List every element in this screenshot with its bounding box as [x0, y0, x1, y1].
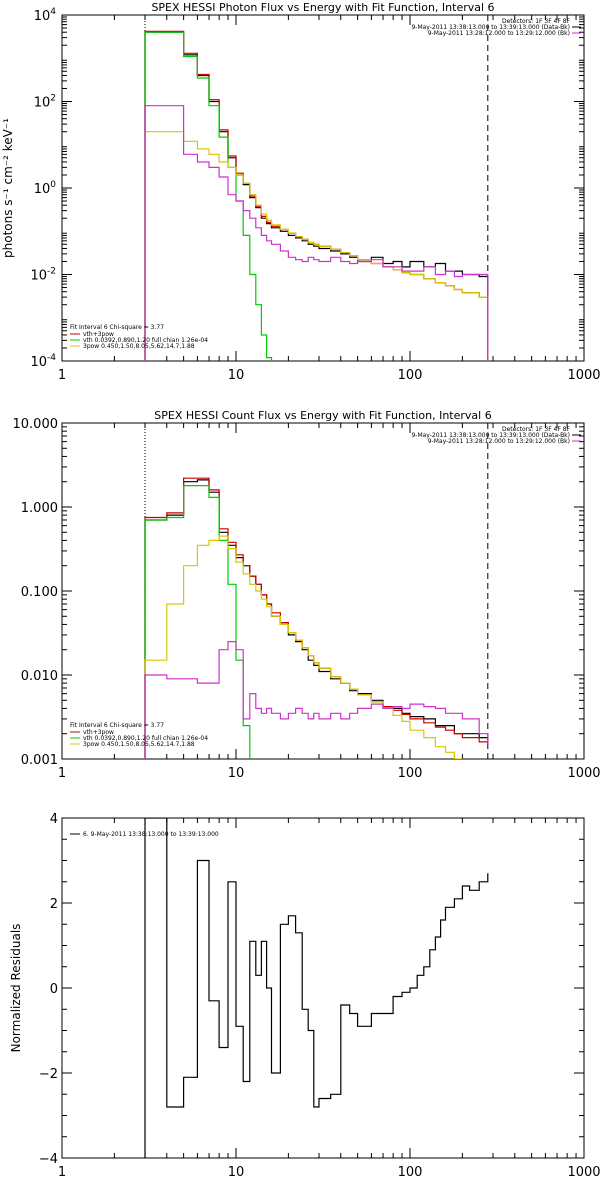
- y-tick-label: 10-2: [30, 267, 56, 284]
- legend-entry: 3pow 0.450,1.50,8.05,5.62,14.7,1.88: [83, 741, 195, 748]
- x-tick-label: 1: [58, 1165, 66, 1180]
- y-tick-label: 104: [34, 7, 57, 24]
- legend-entry: 6. 9-May-2011 13:38:13.000 to 13:39:13.0…: [83, 831, 219, 838]
- chart-title: SPEX HESSI Count Flux vs Energy with Fit…: [154, 409, 491, 422]
- chart-panel-3: Normalized Residuals 1 10 100 1000 −4 −2 0 2 4 6. …: [9, 812, 600, 1180]
- plot-frame: [61, 422, 585, 760]
- x-tick-label: 10: [228, 766, 245, 781]
- y-tick-label: 0: [50, 982, 58, 997]
- series-bk: [144, 641, 489, 759]
- header-text: 9-May-2011 13:28:12.000 to 13:29:12.000 …: [428, 438, 570, 445]
- plot-frame: [61, 14, 585, 362]
- series-residuals: [144, 818, 489, 1158]
- legend-title: Fit Interval 6 Chi-square = 3.77: [70, 722, 164, 729]
- y-tick-label: 1.000: [21, 501, 58, 516]
- header-text: Detectors: 1F 3F 4F 8F: [502, 426, 571, 433]
- x-tick-label: 10: [228, 368, 245, 383]
- legend-entry: vth 0.0392,0.890,1.20 full chian 1.26e-0…: [83, 337, 208, 344]
- series-group: [144, 477, 489, 759]
- legend-entry: 3pow 0.450,1.50,8.05,5.62,14.7,1.88: [83, 343, 195, 350]
- y-tick-label: 4: [50, 812, 58, 827]
- chart-panel-2: SPEX HESSI Count Flux vs Energy with Fit…: [13, 409, 600, 781]
- y-tick-label: 10-4: [30, 353, 56, 370]
- series-group: [144, 818, 489, 1158]
- series-data-bk: [144, 479, 489, 759]
- legend-entry: vth+3pow: [83, 729, 114, 736]
- y-tick-label: 102: [34, 94, 56, 111]
- x-tick-label: 1000: [567, 766, 600, 781]
- y-tick-label: 0.010: [21, 669, 58, 684]
- chart-panel-1: SPEX HESSI Photon Flux vs Energy with Fi…: [1, 1, 600, 383]
- plot-frame: [61, 817, 585, 1159]
- series-vth: [144, 485, 251, 759]
- series-3pow: [144, 535, 463, 759]
- legend-title: Fit Interval 6 Chi-square = 3.77: [70, 324, 164, 331]
- header-text: Detectors: 1F 3F 4F 8F: [502, 18, 571, 25]
- series-data-bk: [144, 31, 489, 361]
- y-tick-label: 0.001: [21, 753, 58, 768]
- x-tick-label: 1: [58, 766, 66, 781]
- y-tick-label: 10.000: [13, 417, 59, 432]
- y-axis-label: Normalized Residuals: [9, 924, 23, 1053]
- y-tick-label: −4: [39, 1152, 58, 1167]
- x-tick-label: 1000: [567, 368, 600, 383]
- x-tick-label: 1000: [567, 1165, 600, 1180]
- x-tick-label: 10: [228, 1165, 245, 1180]
- x-tick-label: 100: [398, 1165, 423, 1180]
- y-tick-label: 100: [34, 180, 57, 197]
- series-group: [144, 30, 489, 361]
- y-tick-label: 0.100: [21, 585, 58, 600]
- chart-title: SPEX HESSI Photon Flux vs Energy with Fi…: [151, 1, 494, 14]
- y-tick-label: 2: [50, 897, 58, 912]
- series-bk: [144, 105, 489, 361]
- x-tick-label: 100: [398, 368, 423, 383]
- series-vth-3pow: [144, 477, 489, 759]
- legend-entry: vth+3pow: [83, 331, 114, 338]
- header-text: 9-May-2011 13:28:12.000 to 13:29:12.000 …: [428, 30, 570, 37]
- y-tick-label: −2: [39, 1067, 58, 1082]
- x-tick-label: 1: [58, 368, 66, 383]
- header-text: 9-May-2011 13:38:13.000 to 13:39:13.000 …: [411, 24, 570, 31]
- series-3pow: [144, 131, 489, 361]
- series-vth-3pow: [144, 30, 489, 361]
- header-text: 9-May-2011 13:38:13.000 to 13:39:13.000 …: [411, 432, 570, 439]
- x-tick-label: 100: [398, 766, 423, 781]
- legend-entry: vth 0.0392,0.890,1.20 full chian 1.26e-0…: [83, 735, 208, 742]
- y-axis-label: photons s⁻¹ cm⁻² keV⁻¹: [1, 118, 15, 258]
